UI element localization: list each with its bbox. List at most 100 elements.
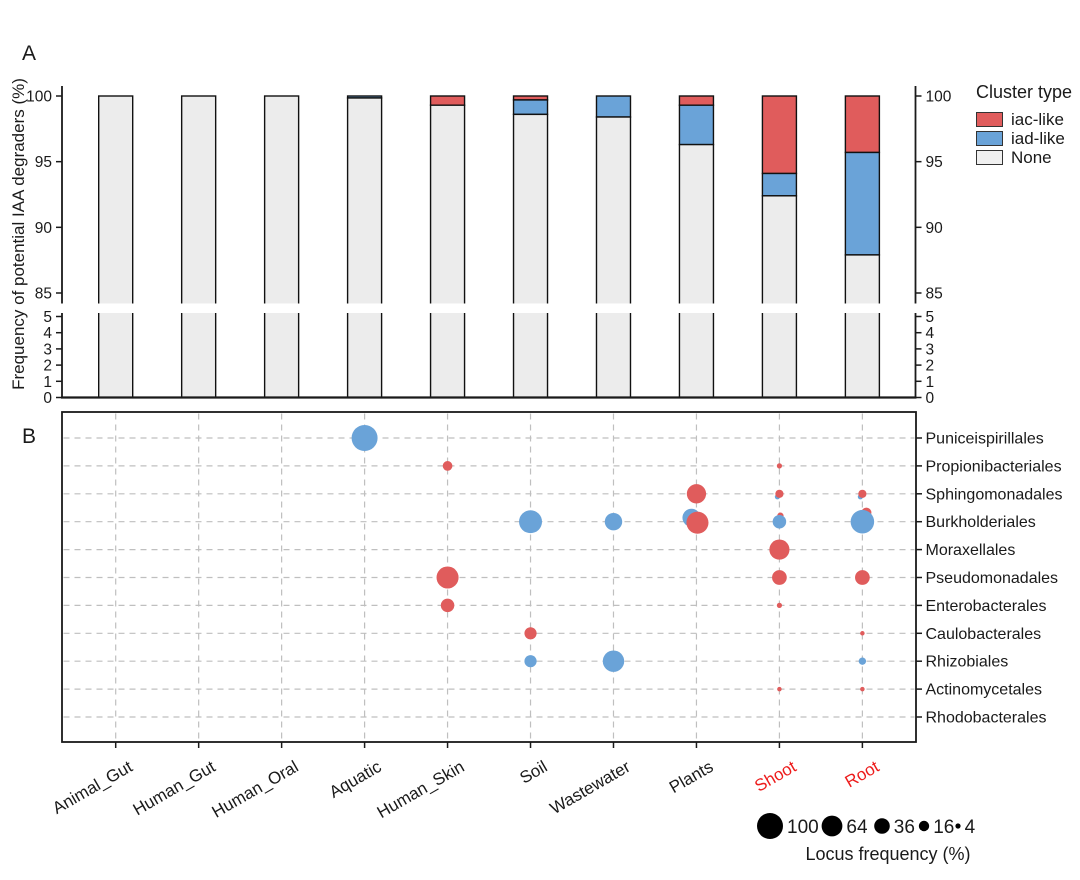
size-legend-circle (874, 818, 890, 834)
bubble-iac-Root-Caulobacterales (860, 631, 865, 636)
bubble-iad-Root-Burkholderiales (850, 509, 875, 534)
bar-segment-iac-Human_Skin (429, 95, 466, 106)
size-legend: 100 64 36 16 4 Locus frequency (%) (757, 813, 976, 864)
category-label-group: Human_Skin (374, 757, 468, 822)
bubble-iac-Root-Actinomycetales (860, 686, 865, 692)
category-label: Animal_Gut (49, 757, 136, 818)
bubble-iac-Human_Skin-Propionibacteriales (442, 461, 453, 471)
size-legend-circle (757, 813, 783, 839)
y-tick-label-right: 95 (926, 154, 943, 171)
panel-b-grid (63, 413, 915, 741)
bubble-iad-Wastewater-Burkholderiales (604, 512, 623, 531)
y-tick-label-left: 4 (43, 325, 52, 342)
bubble-iad-Root-Rhizobiales (858, 657, 867, 665)
size-legend-circle (918, 820, 930, 832)
cluster-type-legend: Cluster type iac-like iad-like None (976, 82, 1072, 169)
y-tick-label-right: 85 (926, 285, 943, 302)
y-tick-label-left: 90 (35, 220, 53, 237)
category-label: Human_Oral (209, 757, 302, 822)
y-tick-label-left: 85 (35, 285, 52, 302)
category-label-group: Human_Gut (130, 757, 219, 819)
legend-title: Cluster type (976, 82, 1073, 102)
bar-segment-none-Plants (678, 143, 715, 304)
size-legend-caption: Locus frequency (%) (805, 844, 970, 864)
category-label: Aquatic (326, 757, 385, 802)
panel-b-labels: Puniceispirillales Propionibacteriales Sph… (49, 431, 1062, 823)
bubble-iad-Aquatic-Puniceispirillales (351, 425, 378, 451)
bar-segment-none-Root (844, 254, 881, 304)
category-label: Wastewater (547, 757, 634, 818)
y-tick-label-left: 95 (35, 154, 52, 171)
bar-segment-none-Animal_Gut (97, 95, 134, 304)
order-label: Sphingomonadales (926, 486, 1063, 503)
order-label: Burkholderiales (926, 514, 1036, 531)
legend-item-label: iac-like (1011, 110, 1064, 129)
bar-segment-iad-Shoot (761, 172, 798, 197)
bubble-iac-Shoot-Actinomycetales (777, 686, 782, 692)
order-label: Caulobacterales (926, 626, 1042, 643)
category-label: Human_Gut (130, 757, 219, 819)
bar-segment-iac-Shoot (761, 95, 798, 175)
size-legend-value: 4 (965, 817, 976, 838)
legend-item-none: None (976, 149, 1072, 166)
category-label: Plants (666, 757, 716, 797)
y-tick-label-right: 4 (926, 325, 935, 342)
bubble-iac-Shoot-Moraxellales (769, 539, 790, 560)
category-label-group: Shoot (751, 757, 799, 796)
y-tick-label-right: 2 (926, 358, 935, 375)
bar-segment-none-lower-Soil (512, 313, 549, 398)
bubble-iac-Soil-Caulobacterales (524, 627, 537, 640)
category-label-group: Wastewater (547, 757, 634, 818)
bubble-iac-Human_Skin-Enterobacterales (440, 598, 455, 613)
bar-segment-iac-Root (844, 95, 881, 154)
panel-a-y-axis-title: Frequency of potential IAA degraders (%) (9, 78, 28, 390)
order-label: Rhodobacterales (926, 710, 1047, 727)
order-label: Actinomycetales (926, 682, 1043, 699)
bubble-iac-Plants-Burkholderiales (686, 511, 709, 534)
bubble-iac-Shoot-Sphingomonadales (775, 489, 784, 498)
size-legend-value: 64 (846, 817, 868, 838)
y-tick-label-right: 5 (926, 309, 935, 326)
category-label-group: Aquatic (326, 757, 385, 802)
category-label: Shoot (751, 757, 799, 796)
order-label: Moraxellales (926, 542, 1016, 559)
panel-a-upper-bars (97, 95, 881, 304)
bubble-iad-Soil-Rhizobiales (524, 655, 537, 668)
category-label-group: Animal_Gut (49, 757, 136, 818)
size-legend-value: 16 (933, 817, 954, 838)
none-color-swatch (976, 150, 1003, 165)
bar-segment-none-lower-Human_Gut (180, 313, 217, 398)
order-label: Enterobacterales (926, 598, 1047, 615)
legend-item-iad-like: iad-like (976, 129, 1072, 148)
category-label: Root (842, 757, 883, 792)
legend-item-label: iad-like (1011, 129, 1065, 148)
panel-b-label: B (22, 425, 37, 448)
bar-segment-iad-Plants (678, 104, 715, 146)
bar-segment-none-lower-Human_Skin (429, 313, 466, 398)
bar-segment-none-lower-Root (844, 313, 881, 398)
bubble-iac-Shoot-Enterobacterales (776, 602, 783, 609)
bar-segment-iad-Root (844, 151, 881, 256)
category-label-group: Plants (666, 757, 716, 797)
bar-segment-none-Human_Gut (180, 95, 217, 304)
bar-segment-none-Soil (512, 113, 549, 304)
bubble-iac-Shoot-Pseudomonadales (772, 570, 787, 585)
panel-a-ticks (56, 95, 922, 399)
bar-segment-none-Aquatic (346, 97, 383, 304)
y-tick-label-left: 3 (43, 341, 52, 358)
y-tick-label-left: 2 (43, 358, 52, 375)
order-label: Propionibacteriales (926, 458, 1062, 475)
bar-segment-none-lower-Animal_Gut (97, 313, 134, 398)
bar-segment-iac-Plants (678, 95, 715, 106)
bubble-iad-Wastewater-Rhizobiales (602, 650, 625, 672)
y-tick-label-left: 1 (43, 374, 52, 391)
y-tick-label-right: 0 (926, 390, 935, 407)
order-label: Pseudomonadales (926, 570, 1059, 587)
bar-segment-none-lower-Human_Oral (263, 313, 300, 398)
bar-segment-none-lower-Wastewater (595, 313, 632, 398)
panel-a-axes (61, 86, 917, 399)
category-label: Human_Skin (374, 757, 468, 822)
